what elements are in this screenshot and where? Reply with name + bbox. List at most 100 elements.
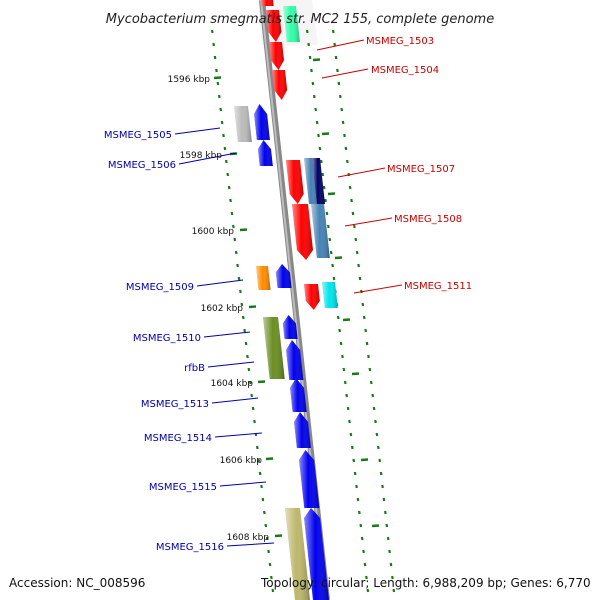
tick-mark: [353, 471, 357, 476]
gene-label-msmeg-1510[interactable]: MSMEG_1510: [133, 333, 201, 344]
tick-mark: [255, 445, 259, 450]
tick-mark: [338, 328, 341, 333]
tick-mark: [350, 198, 353, 203]
gene-label-msmeg-1508[interactable]: MSMEG_1508: [394, 214, 462, 225]
tick-mark: [319, 159, 323, 164]
gene-shading: [256, 266, 271, 290]
kbp-label: 1606 kbp: [220, 456, 263, 466]
tick-mark: [349, 432, 353, 437]
tick-mark: [251, 406, 255, 411]
tick-mark: [223, 146, 227, 151]
kbp-label: 1596 kbp: [168, 75, 211, 85]
gene-shading: [292, 204, 313, 260]
gene-label-msmeg-1515[interactable]: MSMEG_1515: [149, 482, 217, 493]
gene-label-msmeg-1503[interactable]: MSMEG_1503: [366, 36, 434, 47]
tick-mark: [362, 549, 365, 554]
gene-shading: [311, 204, 330, 258]
label-leader-line: [178, 152, 237, 165]
tick-mark-major: [321, 132, 330, 136]
label-leaders: [174, 39, 403, 547]
tick-mark: [227, 185, 231, 190]
tick-mark: [212, 42, 215, 47]
gene-shading: [304, 508, 329, 600]
tick-mark: [321, 172, 325, 177]
accession-text: Accession: NC_008596: [9, 576, 146, 590]
tick-mark: [311, 81, 315, 86]
tick-mark: [381, 484, 384, 489]
tick-mark-major: [213, 76, 222, 80]
tick-mark: [250, 393, 254, 398]
tick-mark: [369, 380, 373, 385]
gene-shading: [272, 70, 288, 100]
tick-marks: [210, 29, 396, 593]
gene-label-msmeg-1509[interactable]: MSMEG_1509: [126, 282, 194, 293]
tick-mark: [336, 68, 339, 73]
tick-mark: [230, 211, 234, 216]
tick-mark: [308, 55, 312, 60]
tick-mark: [361, 302, 365, 307]
gene-label-msmeg-1513[interactable]: MSMEG_1513: [141, 399, 209, 410]
tick-mark: [358, 510, 361, 515]
tick-mark-major: [239, 228, 248, 232]
tick-mark: [253, 419, 256, 424]
tick-mark: [263, 510, 266, 515]
tick-mark: [333, 42, 336, 47]
tick-mark: [325, 211, 329, 216]
gene-label-msmeg-1506[interactable]: MSMEG_1506: [108, 160, 176, 171]
tick-mark: [364, 328, 367, 333]
kbp-label: 1600 kbp: [192, 227, 235, 237]
tick-mark: [337, 81, 341, 86]
gene-label-msmeg-1511[interactable]: MSMEG_1511: [404, 281, 472, 292]
gene-shading: [254, 104, 270, 140]
gene-label-msmeg-1516[interactable]: MSMEG_1516: [156, 542, 224, 553]
tick-mark: [322, 185, 326, 190]
tick-mark-major: [248, 305, 257, 309]
tick-mark: [340, 107, 344, 112]
gene-shading: [234, 106, 252, 142]
tick-mark: [222, 133, 225, 138]
gene-label-msmeg-1505[interactable]: MSMEG_1505: [104, 130, 172, 141]
tick-mark: [241, 315, 245, 320]
tick-mark: [334, 55, 338, 60]
gene-label-msmeg-1507[interactable]: MSMEG_1507: [387, 164, 455, 175]
gene-shading: [312, 158, 325, 204]
tick-mark: [342, 367, 346, 372]
tick-mark: [352, 458, 356, 463]
tick-mark: [307, 42, 310, 47]
tick-mark: [210, 29, 214, 34]
tick-mark: [317, 133, 320, 138]
tick-mark: [363, 562, 367, 567]
gene-shading: [294, 412, 311, 448]
gene-label-msmeg-1514[interactable]: MSMEG_1514: [144, 433, 212, 444]
tick-mark: [264, 523, 268, 528]
tick-mark: [356, 497, 360, 502]
gene-label-msmeg-1504[interactable]: MSMEG_1504: [371, 65, 439, 76]
tick-mark: [244, 341, 248, 346]
gene-shading: [266, 10, 282, 42]
gene-shading: [286, 160, 304, 204]
gene-shading: [261, 0, 274, 6]
gene-shading: [290, 378, 307, 412]
tick-mark: [389, 562, 393, 567]
tick-mark: [265, 536, 269, 541]
tick-mark: [365, 341, 369, 346]
gene-shading: [282, 315, 298, 339]
gene-shading: [285, 508, 310, 600]
tick-mark: [385, 523, 389, 528]
gene-label-rfbb[interactable]: rfbB: [184, 363, 205, 374]
tick-mark: [261, 497, 265, 502]
tick-mark: [357, 263, 360, 268]
tick-mark: [248, 380, 252, 385]
tick-mark: [327, 224, 330, 229]
kbp-label: 1608 kbp: [227, 533, 270, 543]
gene-shading: [286, 340, 304, 380]
tick-mark-major: [257, 380, 266, 384]
tick-mark: [234, 250, 238, 255]
tick-mark: [229, 198, 232, 203]
tick-mark: [345, 393, 349, 398]
tick-mark: [353, 224, 356, 229]
tick-mark: [360, 536, 364, 541]
gene-shading: [299, 450, 320, 508]
tick-mark: [343, 380, 347, 385]
tick-mark: [371, 393, 375, 398]
